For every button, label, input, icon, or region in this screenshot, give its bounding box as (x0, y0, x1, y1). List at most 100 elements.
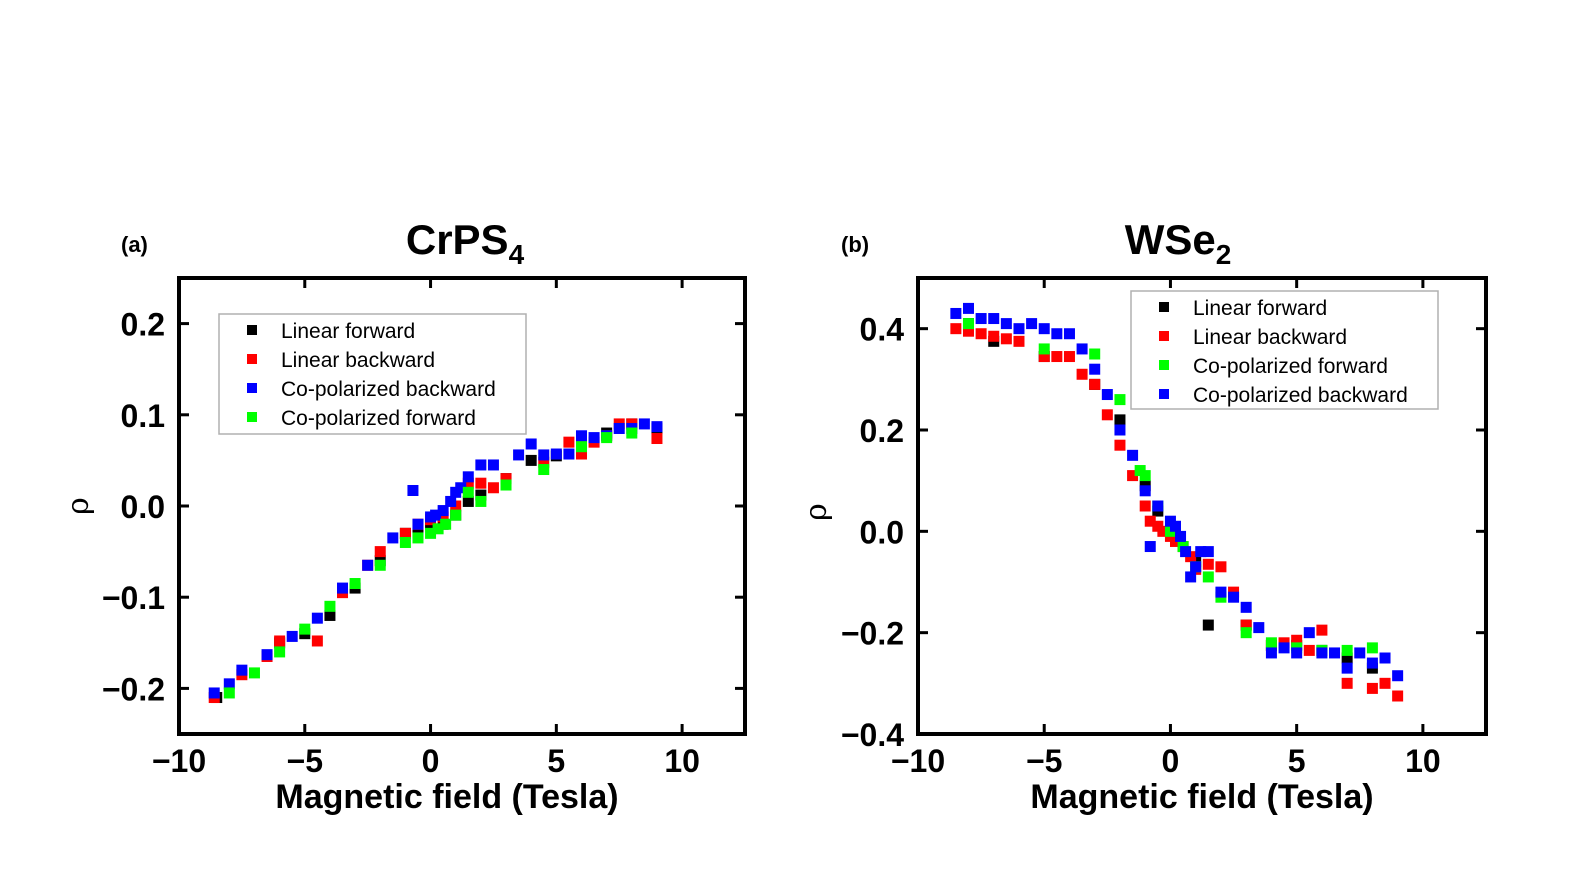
data-point-b-s3-1 (962, 302, 974, 314)
x-axis-label-a: Magnetic field (Tesla) (275, 778, 618, 816)
data-point-a-s2-28 (613, 422, 625, 434)
y-tick-label-a-1: −0.1 (102, 580, 165, 616)
legend-marker-a-3 (247, 412, 257, 422)
y-tick-label-a-2: 0.0 (121, 489, 165, 525)
data-point-a-s2-12 (430, 509, 442, 521)
data-point-b-s1-26 (1240, 619, 1252, 631)
data-point-b-s2-5 (1139, 470, 1151, 482)
legend-marker-b-0 (1159, 302, 1169, 312)
data-point-a-s2-9 (407, 484, 419, 496)
data-point-b-s1-8 (1063, 351, 1075, 363)
data-point-b-s1-31 (1316, 624, 1328, 636)
data-point-b-s2-10 (1202, 571, 1214, 583)
data-point-b-s3-33 (1303, 627, 1315, 639)
data-point-b-s1-14 (1139, 500, 1151, 512)
legend-marker-a-2 (247, 383, 257, 393)
data-point-a-s2-31 (651, 421, 663, 433)
data-point-b-s3-4 (1000, 318, 1012, 330)
x-tick-label-a-1: −5 (287, 743, 323, 779)
data-point-b-s1-3 (988, 330, 1000, 342)
data-point-b-s3-27 (1228, 591, 1240, 603)
legend-marker-b-2 (1159, 360, 1169, 370)
data-point-a-s1-7 (374, 546, 386, 558)
data-point-a-s3-15 (500, 479, 512, 491)
legend-label-a-0: Linear forward (281, 320, 415, 343)
panel-label-a: (a) (121, 232, 148, 257)
x-tick-label-a-2: 0 (422, 743, 440, 779)
data-point-a-s1-8 (399, 527, 411, 539)
data-point-b-s3-31 (1278, 642, 1290, 654)
data-point-a-s2-0 (208, 687, 220, 699)
data-point-b-s3-13 (1114, 424, 1126, 436)
data-point-b-s3-25 (1202, 546, 1214, 558)
panel-label-b: (b) (841, 232, 869, 257)
data-point-a-s3-1 (248, 667, 260, 679)
data-point-a-s1-15 (487, 482, 499, 494)
data-point-a-s3-10 (432, 523, 444, 535)
data-point-b-s3-11 (1089, 363, 1101, 375)
data-point-b-s0-10 (1202, 619, 1214, 631)
legend-marker-a-1 (247, 354, 257, 364)
chart-title-a: CrPS4 (406, 216, 525, 270)
data-point-b-s1-4 (1000, 333, 1012, 345)
data-point-a-s1-4 (311, 635, 323, 647)
x-tick-label-b-4: 10 (1405, 743, 1441, 779)
data-point-a-s1-11 (437, 511, 449, 523)
plot-frame-b (916, 276, 1488, 736)
y-tick-label-a-0: −0.2 (102, 671, 165, 707)
data-point-a-s1-16 (500, 473, 512, 485)
data-point-b-s3-26 (1215, 586, 1227, 598)
chart-title-b-subscript: 2 (1216, 239, 1232, 270)
data-point-a-s1-24 (651, 433, 663, 445)
data-point-a-s2-19 (487, 459, 499, 471)
data-point-a-s1-14 (475, 477, 487, 489)
data-point-b-s3-19 (1169, 520, 1181, 532)
legend-marker-b-1 (1159, 331, 1169, 341)
y-axis-label-a: ρ (61, 497, 96, 515)
data-point-b-s1-33 (1366, 682, 1378, 694)
data-point-a-s1-13 (462, 477, 474, 489)
legend-marker-b-3 (1159, 389, 1169, 399)
data-point-a-s2-13 (437, 505, 449, 517)
data-point-a-s0-14 (525, 454, 537, 466)
legend-label-b-3: Co-polarized backward (1193, 384, 1408, 407)
chart-panel-crps4: (a) CrPS4 −10 −5 0 5 10 −0.2 −0.1 0.0 0.1 0.2 Ma… (61, 216, 747, 816)
data-point-b-s3-12 (1101, 389, 1113, 401)
data-point-a-s2-10 (412, 518, 424, 530)
data-point-a-s3-17 (575, 441, 587, 453)
data-point-b-s3-10 (1076, 343, 1088, 355)
data-point-a-s2-16 (455, 482, 467, 494)
data-point-a-s3-14 (475, 495, 487, 507)
data-point-b-s3-16 (1144, 541, 1156, 553)
data-point-b-s1-9 (1076, 368, 1088, 380)
data-point-b-s1-1 (962, 325, 974, 337)
data-point-a-s3-13 (462, 486, 474, 498)
data-point-b-s3-34 (1316, 647, 1328, 659)
data-point-b-s3-14 (1127, 449, 1139, 461)
legend-label-b-1: Linear backward (1193, 326, 1347, 349)
chart-title-a-subscript: 4 (509, 239, 525, 270)
data-point-b-s1-12 (1114, 439, 1126, 451)
data-point-b-s3-21 (1180, 546, 1192, 558)
legend-box-b (1130, 290, 1439, 410)
data-point-a-s3-0 (223, 687, 235, 699)
chart-panel-wse2: (b) WSe2 −10 −5 0 5 10 −0.4 −0.2 0.0 0.2 0.4 Mag… (799, 216, 1488, 816)
data-point-b-s1-23 (1202, 558, 1214, 570)
legend-box-a (218, 313, 527, 435)
data-point-a-s2-7 (362, 559, 374, 571)
data-point-b-s1-11 (1101, 409, 1113, 421)
x-axis-label-b: Magnetic field (Tesla) (1030, 778, 1373, 816)
x-tick-label-a-4: 10 (664, 743, 700, 779)
data-point-b-s2-1 (1038, 343, 1050, 355)
data-point-a-s2-6 (337, 582, 349, 594)
data-point-b-s1-6 (1038, 351, 1050, 363)
data-point-b-s3-8 (1051, 328, 1063, 340)
ytick-labels-a: −0.2 −0.1 0.0 0.1 0.2 (102, 307, 165, 708)
legend-label-b-2: Co-polarized forward (1193, 355, 1388, 378)
data-point-a-s2-5 (311, 612, 323, 624)
legend-label-a-3: Co-polarized forward (281, 407, 476, 430)
data-point-a-s2-22 (538, 449, 550, 461)
data-point-a-s0-12 (475, 489, 487, 501)
data-point-b-s3-5 (1013, 323, 1025, 335)
ytick-labels-b: −0.4 −0.2 0.0 0.2 0.4 (841, 312, 904, 753)
